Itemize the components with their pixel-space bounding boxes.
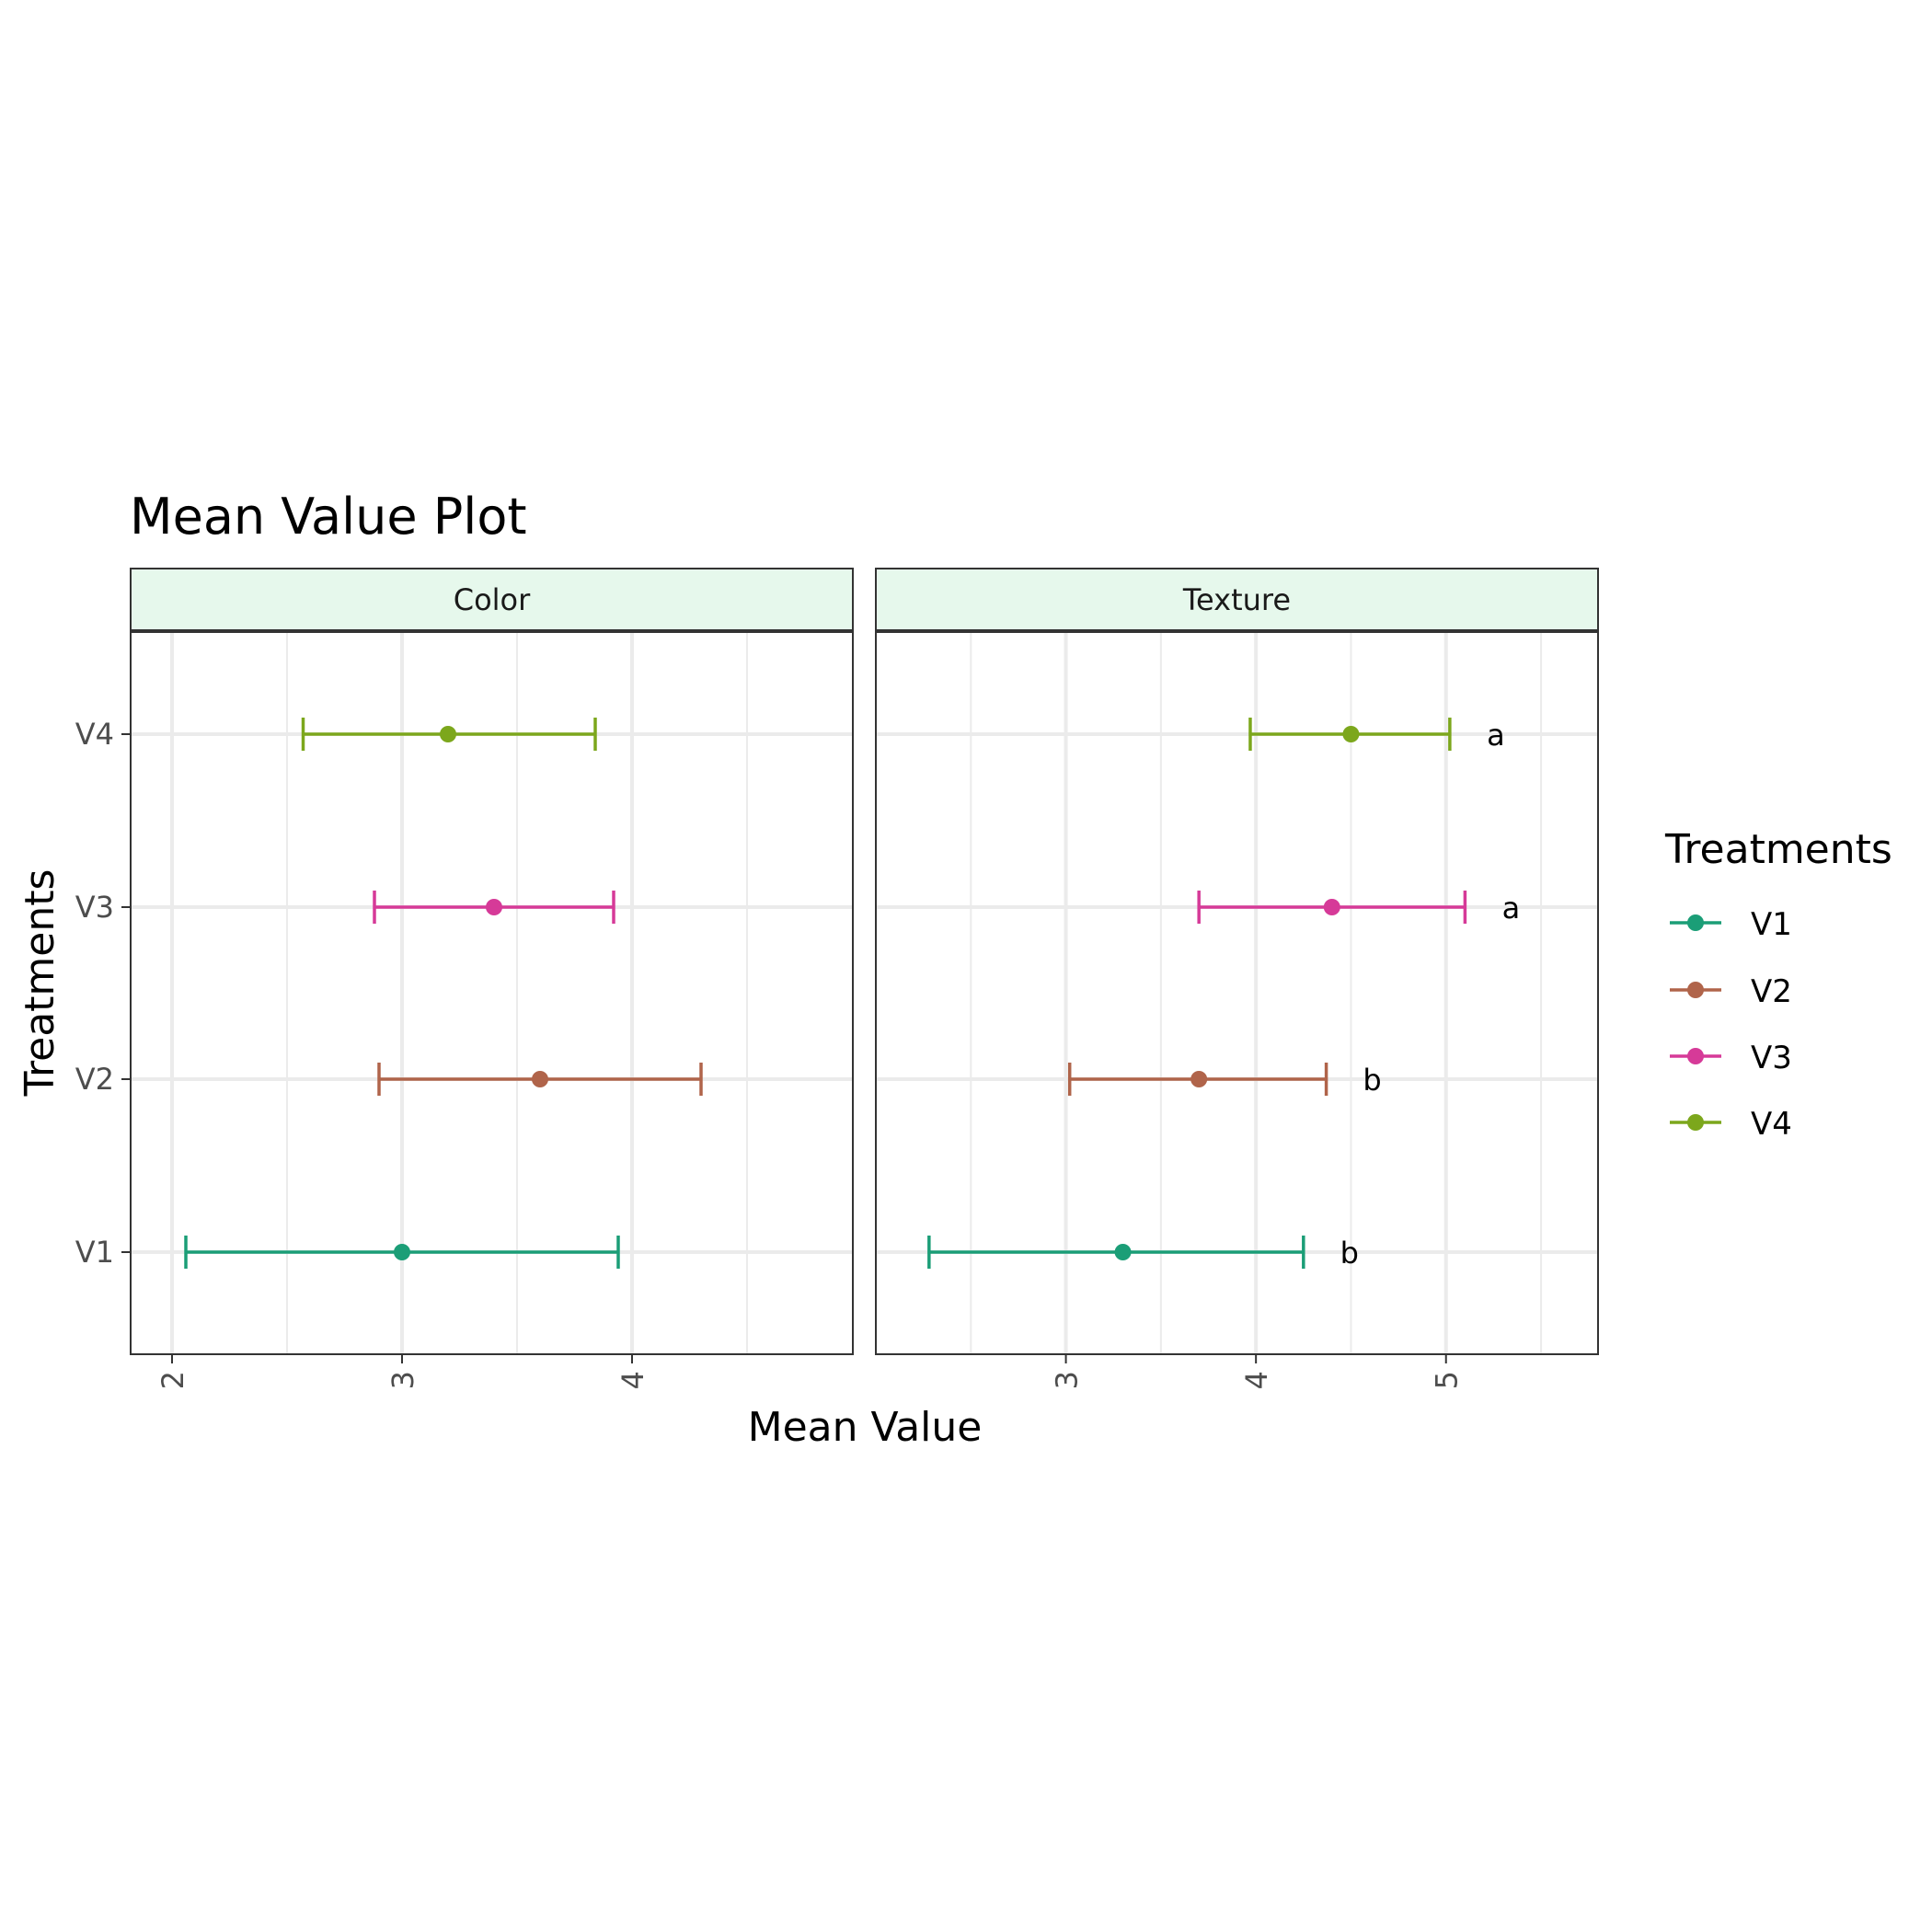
y-tick-label: V2 [75, 1062, 114, 1097]
x-tick-label: 3 [1050, 1371, 1085, 1389]
legend-key-point [1687, 1048, 1704, 1064]
legend: Treatments V1 V2 V3 V4 [1664, 826, 1892, 1143]
legend-item-v2: V2 [1670, 973, 1792, 1010]
group-letter: b [1363, 1063, 1381, 1098]
y-tick-label: V1 [75, 1235, 114, 1270]
mean-point-v2 [1190, 1071, 1208, 1087]
mean-point-v1 [394, 1244, 410, 1260]
legend-key-point [1687, 982, 1704, 998]
x-tick-label: 4 [615, 1371, 650, 1389]
x-axis-label: Mean Value [748, 1404, 983, 1451]
group-letter: a [1487, 718, 1505, 753]
mean-point-v3 [1323, 899, 1340, 915]
legend-key-point [1687, 914, 1704, 931]
legend-item-v3: V3 [1670, 1040, 1792, 1076]
panel-border [875, 631, 1599, 1355]
legend-label: V1 [1751, 906, 1792, 943]
group-letter: a [1502, 891, 1521, 926]
facet-strip [130, 568, 854, 631]
panel-color: Color 2 3 4 V1 V2 V3 V4 [75, 568, 854, 1389]
legend-label: V2 [1751, 973, 1792, 1010]
mean-point-v3 [486, 899, 502, 915]
y-tick-label: V4 [75, 717, 114, 752]
group-letter: b [1340, 1236, 1359, 1271]
mean-point-v2 [532, 1071, 548, 1087]
legend-label: V4 [1751, 1106, 1792, 1143]
y-axis-label: Treatments [17, 869, 63, 1098]
panel-border [130, 631, 854, 1355]
panel-texture: Texture b b a a 3 4 5 [875, 568, 1599, 1389]
legend-title: Treatments [1664, 826, 1892, 873]
mean-point-v4 [440, 726, 456, 742]
legend-item-v1: V1 [1670, 906, 1792, 943]
x-tick-label: 3 [385, 1371, 420, 1389]
legend-item-v4: V4 [1670, 1106, 1792, 1143]
facet-strip-label: Texture [1182, 582, 1291, 617]
x-tick-label: 4 [1239, 1371, 1274, 1389]
mean-point-v1 [1114, 1244, 1132, 1260]
chart-title: Mean Value Plot [130, 488, 527, 546]
x-tick-label: 5 [1430, 1371, 1465, 1389]
x-tick-label: 2 [155, 1371, 190, 1389]
legend-label: V3 [1751, 1040, 1792, 1076]
facet-strip-label: Color [454, 582, 531, 617]
mean-point-v4 [1342, 726, 1360, 742]
facet-panels: Color 2 3 4 V1 V2 V3 V4 Texture b b a a 3 4 5 [75, 568, 1599, 1389]
legend-key-point [1687, 1114, 1704, 1131]
facet-strip [875, 568, 1599, 631]
y-tick-label: V3 [75, 890, 114, 925]
